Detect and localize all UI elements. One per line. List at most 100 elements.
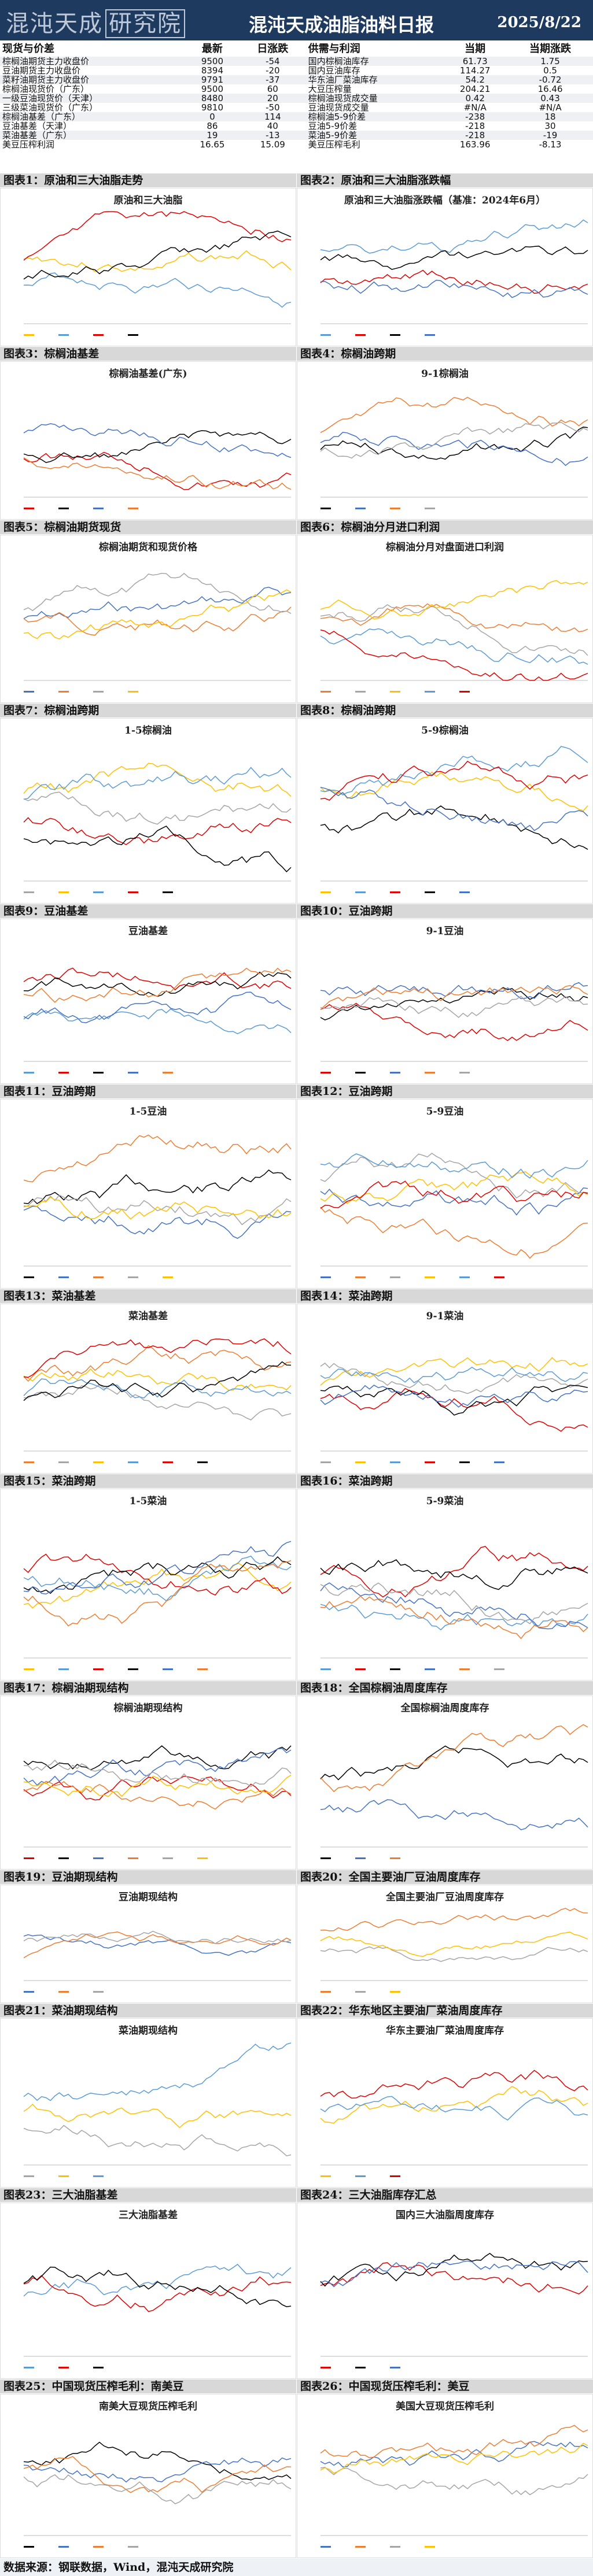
series-line [320, 432, 588, 467]
quotes-row: 菜油基差（广东） 19 -13 菜油5-9价差 -218 -19 [0, 131, 593, 140]
quotes-cell: 豆油期货主力收盘价 [2, 65, 81, 76]
series-line [320, 269, 588, 294]
figure-caption: 图表5：棕榈油期货现货 [0, 520, 296, 534]
figure-caption: 图表14：菜油跨期 [297, 1289, 593, 1303]
legend-swatch [321, 1991, 331, 1993]
quotes-row: 棕榈油期货主力收盘价 9500 -54 国内棕榈油库存 61.73 1.75 [0, 57, 593, 66]
quotes-cell: 0.5 [543, 65, 557, 76]
quotes-cell: 19 [207, 130, 218, 140]
series-line [23, 763, 292, 797]
series-line [320, 2086, 588, 2124]
chart-panel: 9-1豆油 [297, 919, 593, 1084]
series-line [23, 1553, 292, 1596]
series-line [320, 2096, 588, 2121]
chart-panel: 华东主要油厂菜油周度库存 [297, 2018, 593, 2188]
legend-swatch [494, 1461, 504, 1463]
series-line [23, 2441, 292, 2481]
legend-swatch [163, 1072, 173, 1074]
chart-svg [320, 1152, 588, 1278]
figure-caption: 图表24：三大油脂库存汇总 [297, 2188, 593, 2202]
legend-swatch [93, 1276, 104, 1278]
report-header: 混沌天成 研究院 混沌天成油脂油料日报 2025/8/22 [0, 0, 593, 40]
legend-swatch [197, 1461, 208, 1463]
series-line [23, 967, 292, 1003]
quotes-cell: 一级豆油现货价（天津） [2, 93, 98, 103]
quotes-cell: 菜籽油期货主力收盘价 [2, 75, 90, 85]
legend-swatch [93, 1991, 104, 1993]
quotes-cell: 菜油基差（广东） [2, 130, 72, 140]
legend-swatch [24, 2175, 34, 2177]
chart-svg [23, 1134, 292, 1278]
chart-title: 棕榈油期现结构 [113, 1702, 183, 1714]
series-line [23, 423, 292, 458]
quotes-row: 棕榈油基差（广东） 0 114 棕榈油5-9价差 -238 18 [0, 112, 593, 121]
legend-swatch [24, 1072, 34, 1074]
series-line [23, 1194, 292, 1226]
chart-svg [23, 1930, 292, 1993]
quotes-cell: 国内豆油库存 [308, 65, 360, 76]
series-line [23, 1748, 292, 1786]
quotes-cell: 大豆压榨量 [308, 84, 352, 94]
series-line [23, 430, 292, 463]
legend-swatch [24, 1461, 34, 1463]
legend-swatch [24, 508, 34, 509]
legend-swatch [321, 508, 331, 509]
legend-swatch [163, 1668, 173, 1670]
quotes-cell: 国内棕榈油库存 [308, 56, 369, 66]
series-line [320, 1387, 588, 1432]
legend-swatch [425, 691, 435, 693]
series-line [320, 1724, 588, 1793]
series-line [23, 767, 292, 800]
chart-panel: 全国主要油厂豆油周度库存 [297, 1885, 593, 2003]
series-line [320, 1385, 588, 1416]
chart-svg [23, 2441, 292, 2548]
quotes-cell: 美豆压榨毛利 [308, 139, 360, 150]
series-line [23, 1934, 292, 1956]
series-line [23, 1378, 292, 1399]
figure-caption: 图表20：全国主要油厂豆油周度库存 [297, 1870, 593, 1884]
legend-swatch [24, 2546, 34, 2548]
quotes-cell: 棕榈油现货成交量 [308, 93, 378, 103]
quotes-header-cell: 最新 [201, 43, 223, 55]
chart-panel: 5-9棕榈油 [297, 718, 593, 904]
quotes-cell: 0.43 [540, 93, 560, 103]
chart-panel: 原油和三大油脂涨跌幅（基准：2024年6月） [297, 188, 593, 346]
legend-swatch [24, 1668, 34, 1670]
chart-svg [320, 1357, 588, 1463]
chart-panel: 国内三大油脂周度库存 [297, 2203, 593, 2379]
legend-swatch [425, 1072, 435, 1074]
series-line [23, 1008, 292, 1035]
series-line [320, 1153, 588, 1179]
series-line [320, 2262, 588, 2294]
figure-caption: 图表16：菜油跨期 [297, 1474, 593, 1488]
chart-svg [320, 2252, 588, 2368]
series-line [320, 1180, 588, 1209]
quotes-cell: 86 [207, 121, 218, 131]
legend-swatch [425, 2546, 435, 2548]
chart-title: 三大油脂基差 [119, 2209, 178, 2221]
quotes-cell: 61.73 [462, 56, 488, 66]
legend-swatch [390, 1072, 400, 1074]
legend-swatch [93, 2175, 104, 2177]
series-line [23, 451, 292, 490]
legend-swatch [355, 1072, 366, 1074]
legend-swatch [58, 1991, 69, 1993]
legend-swatch [58, 508, 69, 509]
series-line [23, 1384, 292, 1421]
series-line [320, 1595, 588, 1639]
quotes-cell: 美豆压榨利润 [2, 139, 55, 150]
quotes-cell: 114.27 [459, 65, 491, 76]
chart-title: 华东主要油厂菜油周度库存 [386, 2025, 504, 2037]
legend-swatch [93, 1072, 104, 1074]
legend-swatch [128, 334, 138, 336]
quotes-row: 菜籽油期货主力收盘价 9791 -37 华东油厂菜油库存 54.2 -0.72 [0, 75, 593, 84]
quotes-header-cell: 当期涨跌 [529, 43, 572, 55]
chart-panel: 1-5豆油 [0, 1099, 296, 1289]
legend-swatch [390, 1991, 400, 1993]
legend-swatch [425, 1276, 435, 1278]
quotes-cell: 豆油现货成交量 [308, 102, 369, 113]
series-line [23, 1205, 292, 1239]
chart-title: 棕榈油分月对盘面进口利润 [386, 542, 504, 553]
chart-panel: 全国棕榈油周度库存 [297, 1696, 593, 1870]
chart-title: 棕榈油期货和现货价格 [99, 542, 197, 553]
